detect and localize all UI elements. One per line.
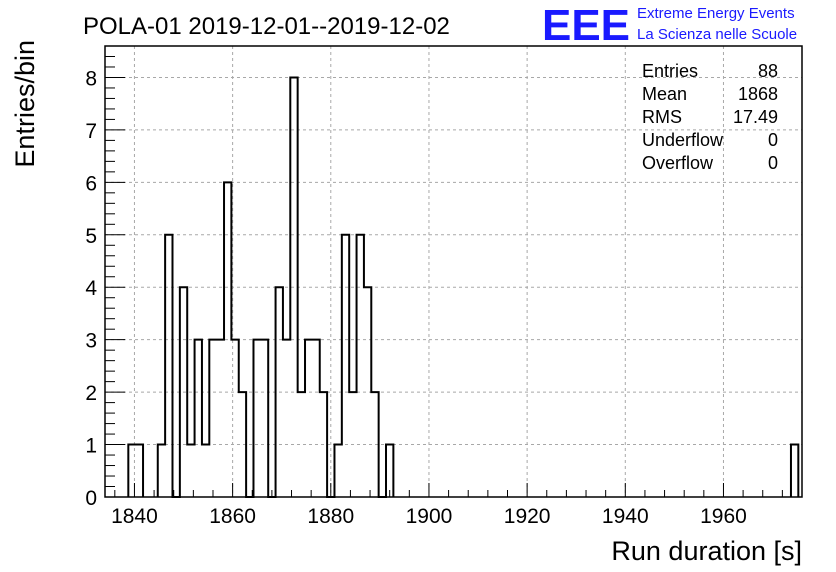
x-tick-labels: 1840 1860 1880 1900 1920 1940 1960 [111, 505, 747, 528]
stats-value: 1868 [738, 84, 778, 104]
y-tick-label: 1 [85, 435, 97, 458]
x-tick-label: 1940 [602, 505, 649, 528]
stats-value: 0 [768, 153, 778, 173]
eee-logo-line1: Extreme Energy Events [637, 5, 795, 22]
x-tick-label: 1860 [209, 505, 256, 528]
stats-label: RMS [642, 107, 682, 127]
eee-logo: EEE Extreme Energy Events La Scienza nel… [542, 1, 797, 50]
axis-ticks [105, 55, 803, 498]
x-tick-label: 1880 [307, 505, 354, 528]
x-axis-label: Run duration [s] [611, 536, 802, 566]
y-axis-label: Entries/bin [10, 40, 40, 168]
histogram-outline [127, 76, 800, 498]
eee-logo-line2: La Scienza nelle Scuole [637, 26, 797, 43]
stats-box: Entries 88 Mean 1868 RMS 17.49 Underflow 0 Overf… [642, 61, 778, 173]
y-tick-label: 5 [85, 225, 97, 248]
grid [105, 46, 802, 497]
y-tick-label: 0 [85, 487, 97, 510]
plot-frame [104, 45, 803, 498]
y-tick-label: 8 [85, 67, 97, 90]
x-tick-label: 1900 [406, 505, 453, 528]
stats-value: 17.49 [733, 107, 778, 127]
stats-label: Overflow [642, 153, 714, 173]
y-tick-labels: 0 1 2 3 4 5 6 7 8 [85, 67, 97, 510]
x-tick-label: 1960 [700, 505, 747, 528]
stats-label: Underflow [642, 130, 724, 150]
chart-title: POLA-01 2019-12-01--2019-12-02 [83, 13, 450, 40]
y-tick-label: 3 [85, 330, 97, 353]
stats-value: 0 [768, 130, 778, 150]
y-tick-label: 7 [85, 120, 97, 143]
x-tick-label: 1840 [111, 505, 158, 528]
stats-label: Mean [642, 84, 687, 104]
eee-logo-mark: EEE [542, 1, 630, 50]
x-tick-label: 1920 [504, 505, 551, 528]
stats-value: 88 [758, 61, 778, 81]
stats-label: Entries [642, 61, 698, 81]
y-tick-label: 6 [85, 172, 97, 195]
y-tick-label: 2 [85, 382, 97, 405]
y-tick-label: 4 [85, 277, 97, 300]
